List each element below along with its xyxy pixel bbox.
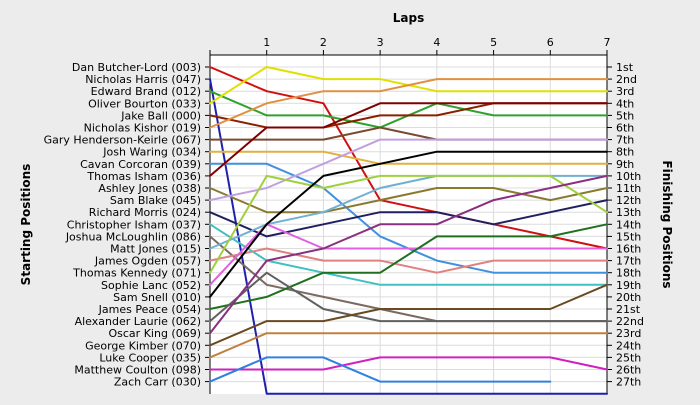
series-line: [209, 223, 608, 286]
finishing-position-label: 27th: [616, 376, 641, 389]
finishing-position-label: 9th: [616, 158, 634, 171]
starting-position-label: Matthew Coulton (098): [74, 364, 201, 377]
starting-position-label: Cavan Corcoran (039): [80, 158, 201, 171]
finishing-position-label: 12th: [616, 194, 641, 207]
series-line: [209, 78, 608, 395]
series-line: [209, 271, 608, 323]
starting-position-label: Oliver Bourton (033): [88, 97, 201, 110]
axes: [205, 50, 612, 394]
series-line: [209, 150, 608, 165]
series-line: [209, 138, 608, 202]
series-line: [209, 223, 608, 310]
starting-position-label: Luke Cooper (035): [99, 351, 201, 364]
x-tick-label: 3: [377, 36, 384, 49]
x-tick-label: 6: [547, 36, 554, 49]
finishing-position-label: 4th: [616, 97, 634, 110]
x-tick-label: 2: [320, 36, 327, 49]
series-line: [209, 199, 608, 238]
starting-position-label: Nicholas Kishor (019): [84, 122, 201, 135]
starting-position-label: Joshua McLoughlin (086): [65, 230, 201, 243]
finishing-position-label: 1st: [616, 61, 634, 74]
finishing-position-label: 25th: [616, 351, 641, 364]
starting-position-label: James Ogden (057): [94, 255, 201, 268]
finishing-position-label: 24th: [616, 339, 641, 352]
finishing-position-label: 8th: [616, 146, 634, 159]
x-tick-label: 5: [490, 36, 497, 49]
starting-position-label: Sophie Lanc (052): [101, 279, 201, 292]
starting-position-label: Alexander Laurie (062): [75, 315, 201, 328]
starting-position-label: Thomas Kennedy (071): [72, 267, 201, 280]
starting-position-label: Jake Ball (000): [120, 109, 201, 122]
starting-position-label: James Peace (054): [98, 303, 201, 316]
series-line: [209, 332, 608, 359]
chart-title: Laps: [393, 11, 424, 25]
starting-position-label: Richard Morris (024): [89, 206, 201, 219]
starting-position-label: Josh Waring (034): [102, 146, 201, 159]
finishing-position-label: 26th: [616, 364, 641, 377]
x-tick-label: 1: [263, 36, 270, 49]
series-line: [209, 78, 608, 129]
finishing-position-label: 18th: [616, 267, 641, 280]
starting-position-label: Oscar King (069): [109, 327, 202, 340]
series-line: [209, 66, 608, 250]
series-line: [209, 102, 608, 177]
finishing-position-label: 5th: [616, 109, 634, 122]
series-line: [209, 247, 608, 274]
series-line: [209, 223, 608, 286]
labels-layer: 1 2 3 4 5 6 7 Dan Butcher-Lord (003)Nicholas Ha…: [44, 36, 644, 389]
series-layer: [209, 66, 608, 395]
starting-position-label: Christopher Isham (037): [67, 218, 201, 231]
finishing-position-label: 19th: [616, 279, 641, 292]
series-line: [209, 356, 608, 371]
series-line: [209, 283, 608, 347]
series-line: [209, 174, 608, 274]
starting-position-label: Sam Blake (045): [110, 194, 201, 207]
y-axis-title-right: Finishing Positions: [660, 160, 674, 288]
finishing-position-label: 14th: [616, 218, 641, 231]
starting-position-label: Sam Snell (010): [113, 291, 201, 304]
starting-position-label: Dan Butcher-Lord (003): [72, 61, 201, 74]
starting-position-label: Thomas Isham (036): [86, 170, 201, 183]
finishing-position-label: 3rd: [616, 85, 634, 98]
finishing-position-label: 10th: [616, 170, 641, 183]
finishing-position-label: 11th: [616, 182, 641, 195]
finishing-position-label: 2nd: [616, 73, 637, 86]
finishing-position-label: 7th: [616, 134, 634, 147]
starting-position-label: George Kimber (070): [85, 339, 201, 352]
finishing-position-label: 21st: [616, 303, 641, 316]
x-tick-label: 7: [604, 36, 611, 49]
starting-position-label: Matt Jones (015): [110, 243, 201, 256]
series-line: [209, 187, 608, 214]
series-line: [209, 356, 552, 383]
finishing-position-label: 23rd: [616, 327, 641, 340]
finishing-position-label: 17th: [616, 255, 641, 268]
starting-position-label: Nicholas Harris (047): [85, 73, 201, 86]
starting-position-label: Edward Brand (012): [91, 85, 201, 98]
starting-position-label: Gary Henderson-Keirle (067): [44, 134, 201, 147]
finishing-position-label: 6th: [616, 122, 634, 135]
starting-position-label: Ashley Jones (038): [98, 182, 201, 195]
series-line: [209, 174, 608, 335]
y-axis-title-left: Starting Positions: [19, 164, 33, 286]
finishing-position-label: 13th: [616, 206, 641, 219]
series-line: [209, 150, 608, 298]
x-tick-label: 4: [433, 36, 440, 49]
starting-position-label: Zach Carr (030): [114, 376, 201, 389]
finishing-position-label: 22nd: [616, 315, 644, 328]
finishing-position-label: 16th: [616, 243, 641, 256]
finishing-position-label: 20th: [616, 291, 641, 304]
finishing-position-label: 15th: [616, 230, 641, 243]
